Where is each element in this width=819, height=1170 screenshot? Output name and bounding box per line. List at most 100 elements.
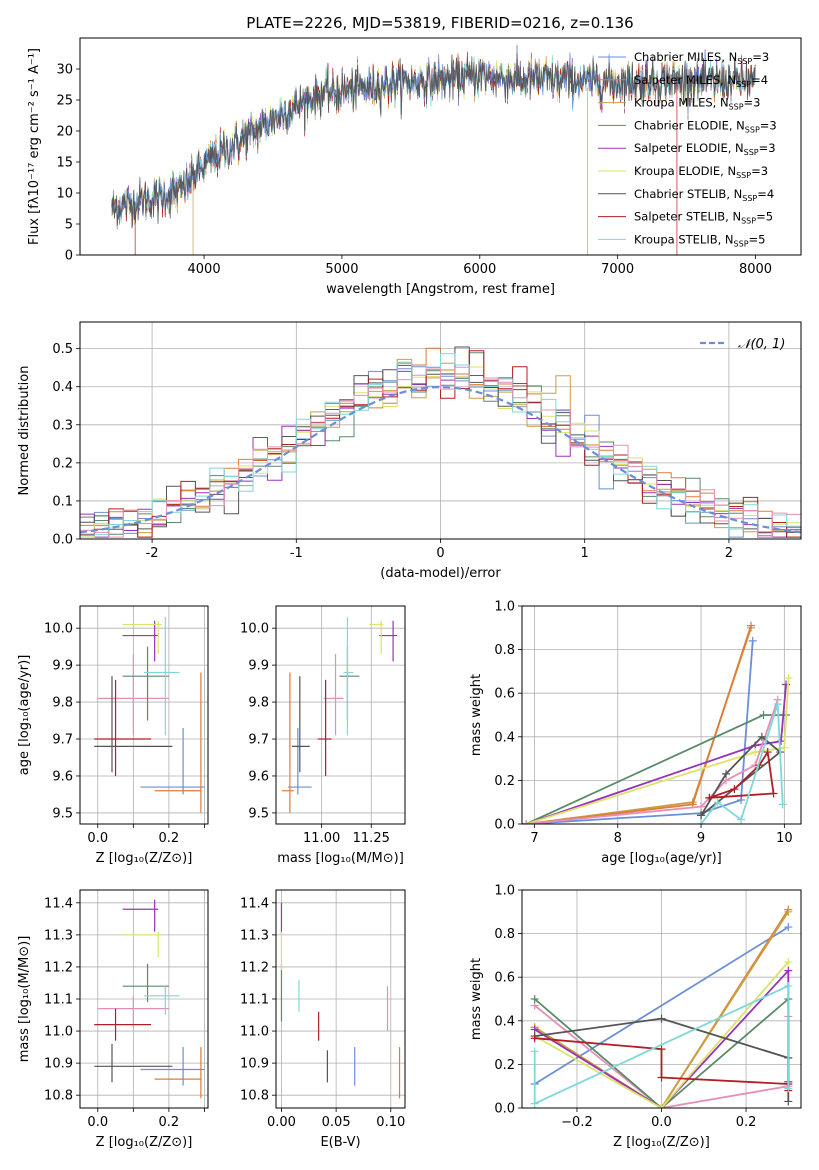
x-tick-label: 0.10	[376, 1115, 405, 1130]
weight-marker-s_miles	[747, 621, 756, 630]
weight-marker-k_elodie	[780, 743, 789, 752]
x-tick-label: 0.2	[159, 1115, 180, 1130]
weight-marker-k_stelib	[773, 700, 782, 709]
weight-line-s_elodie	[525, 684, 787, 824]
weight-marker-k_stelib	[784, 981, 793, 990]
legend-label: Kroupa MILES, NSSP=3	[634, 96, 760, 112]
legend-label: Salpeter ELODIE, NSSP=3	[634, 141, 776, 157]
errorbars	[280, 902, 401, 1099]
x-tick-label: −0.2	[561, 1115, 593, 1130]
y-tick-label: 9.8	[52, 696, 73, 711]
legend-label: Salpeter STELIB, NSSP=5	[634, 210, 773, 226]
y-tick-label: 11.0	[240, 1025, 269, 1040]
legend-label: Salpeter MILES, NSSP=4	[634, 73, 768, 89]
y-tick-label: 15	[56, 156, 73, 171]
x-tick-label: 10	[776, 831, 793, 846]
x-axis-label: E(B-V)	[320, 1135, 360, 1150]
weight-marker-c_elodie	[759, 711, 768, 719]
spectrum-legend: Chabrier MILES, NSSP=3 Salpeter MILES, NS…	[598, 50, 777, 248]
axes-frame	[521, 605, 802, 825]
y-tick-label: 10.0	[44, 622, 73, 637]
y-tick-label: 9.7	[52, 733, 73, 748]
y-tick-label: 9.7	[248, 733, 269, 748]
y-tick-label: 0.3	[52, 418, 73, 433]
x-tick-label: -2	[146, 546, 159, 561]
axes-frame	[79, 605, 209, 825]
weight-line-c_miles	[534, 926, 789, 1085]
x-tick-label: 11.25	[353, 831, 390, 846]
weight-marker-s_stelib	[657, 1045, 666, 1054]
x-tick-label: 0.2	[736, 1115, 757, 1130]
x-tick-label: 2	[725, 546, 733, 561]
y-tick-label: 0.0	[494, 1102, 515, 1117]
x-tick-label: 0.0	[651, 1115, 672, 1130]
y-tick-label: 0.0	[494, 818, 515, 833]
weight-marker-s_stelib	[769, 789, 778, 798]
age-vs-mass-panel: 11.00 11.25 9.5 9.6 9.7 9.8 9.9 10.0 mass [log₁₀…	[240, 605, 406, 866]
y-tick-label: 20	[56, 125, 73, 140]
y-tick-label: 9.5	[248, 806, 269, 821]
x-axis-label: (data-model)/error	[380, 566, 501, 581]
weight-line-s_stelib	[709, 751, 775, 799]
y-tick-label: 0.6	[494, 687, 515, 702]
histogram-pink	[80, 366, 801, 538]
y-tick-label: 10.9	[240, 1057, 269, 1072]
weight-marker-pink	[522, 820, 531, 824]
x-tick-label: -1	[290, 546, 303, 561]
y-tick-label: 0.0	[52, 533, 73, 548]
errorbars	[94, 899, 205, 1099]
x-tick-label: 9	[697, 831, 705, 846]
y-tick-label: 11.1	[240, 993, 269, 1008]
errorbars	[281, 617, 398, 813]
y-tick-label: 0.1	[52, 494, 73, 509]
axes-frame	[79, 889, 209, 1109]
y-tick-label: 0.8	[494, 643, 515, 658]
weight-line-pink	[526, 699, 779, 824]
weight-marker-c_miles	[748, 636, 757, 645]
y-tick-label: 0.6	[494, 971, 515, 986]
weight-marker-s_elodie	[777, 737, 786, 746]
y-tick-label: 9.6	[248, 769, 269, 784]
x-tick-label: 0.00	[267, 1115, 296, 1130]
x-tick-label: 5000	[325, 262, 358, 277]
y-tick-label: 1.0	[494, 884, 515, 899]
y-tick-label: 11.2	[240, 960, 269, 975]
plots-container: 4000 5000 6000 7000 8000051015202530waveleng…	[17, 37, 802, 1150]
weight-marker-k_elodie	[657, 1104, 666, 1108]
y-tick-label: 9.9	[248, 659, 269, 674]
y-tick-label: 0.8	[494, 927, 515, 942]
weight-marker-s_stelib	[657, 1073, 666, 1082]
errorbars	[94, 617, 205, 813]
spectrum-series-c_stelib	[111, 52, 756, 228]
x-tick-label: 6000	[463, 262, 496, 277]
weight-marker-k_stelib	[737, 815, 746, 824]
gaussian-reference-curve	[80, 385, 801, 534]
x-tick-label: 7000	[601, 262, 634, 277]
weight-line-k_stelib	[533, 985, 790, 1105]
y-tick-label: 9.5	[52, 806, 73, 821]
axes-frame	[521, 889, 802, 1109]
weight-marker-s_stelib	[730, 785, 739, 794]
y-tick-label: 9.6	[52, 769, 73, 784]
weight-marker-c_stelib	[722, 769, 731, 778]
weight-marker-c_stelib	[757, 732, 766, 741]
axes-frame	[79, 321, 802, 540]
x-tick-label: 11.00	[303, 831, 340, 846]
y-tick-label: 10.8	[44, 1089, 73, 1104]
weight-line-c_miles	[526, 640, 754, 824]
x-tick-label: 8	[614, 831, 622, 846]
x-tick-label: 0.2	[159, 831, 180, 846]
x-tick-label: 1	[581, 546, 589, 561]
weight-line-k_miles	[534, 911, 790, 1108]
y-tick-label: 25	[56, 94, 73, 109]
y-tick-label: 0.2	[494, 774, 515, 789]
legend-label: 𝒩(0, 1)	[738, 337, 785, 352]
y-tick-label: 11.2	[44, 960, 73, 975]
y-tick-label: 10.9	[44, 1057, 73, 1072]
weight-marker-c_stelib	[784, 1097, 793, 1106]
weight-marker-s_stelib	[705, 793, 714, 802]
legend-label: Chabrier ELODIE, NSSP=3	[634, 118, 777, 134]
y-tick-label: 11.1	[44, 993, 73, 1008]
mass-vs-Z-panel: 0.0 0.2 10.8 10.9 11.0 11.1 11.2 11.3 11.4 Z [log…	[17, 889, 209, 1150]
legend-label: Kroupa ELODIE, NSSP=3	[634, 164, 768, 180]
